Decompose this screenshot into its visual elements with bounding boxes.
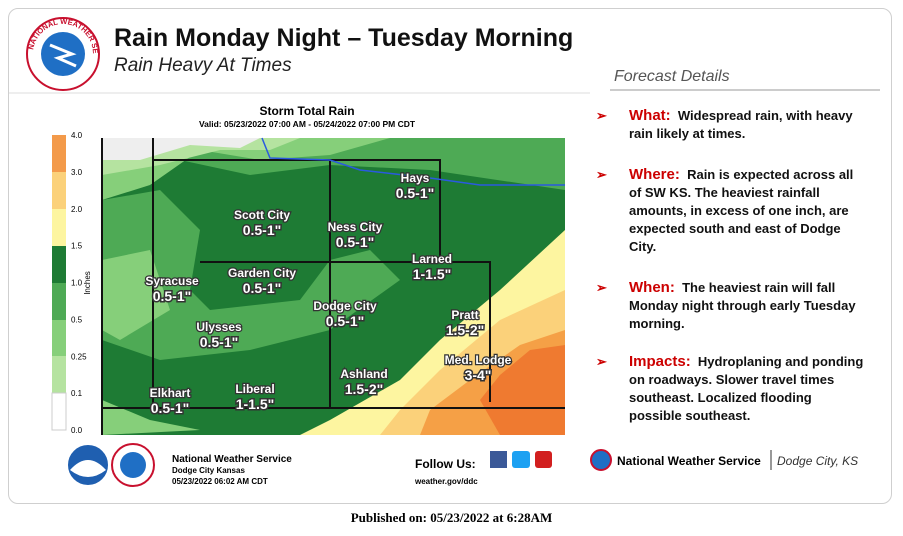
noaa-logo-wave xyxy=(70,460,106,477)
legend-swatch xyxy=(51,392,67,431)
legend-swatch xyxy=(52,283,66,320)
legend-label: Inches xyxy=(83,271,92,295)
map-title: Storm Total Rain xyxy=(259,104,354,118)
youtube-icon[interactable] xyxy=(535,451,552,468)
legend-tick-label: 1.0 xyxy=(71,279,83,288)
detail-item: ➢ Impacts: Hydroplaning and ponding on ro… xyxy=(596,353,866,425)
footer-org: National Weather Service xyxy=(172,454,292,465)
footer-office: Dodge City Kansas xyxy=(172,466,245,475)
place-name: Elkhart xyxy=(150,386,191,400)
detail-text: The heaviest rain will fall Monday night… xyxy=(629,280,856,331)
detail-item: ➢ What: Widespread rain, with heavy rain … xyxy=(596,107,866,143)
subtitle: Rain Heavy At Times xyxy=(114,55,292,76)
twitter-icon[interactable] xyxy=(512,451,530,468)
panel-office: Dodge City, KS xyxy=(777,454,858,468)
place-amount: 0.5-1" xyxy=(151,400,190,416)
place-amount: 1-1.5" xyxy=(413,266,452,282)
details-heading: Forecast Details xyxy=(614,68,730,85)
detail-label: Where: xyxy=(629,166,680,183)
place-name: Dodge City xyxy=(313,299,377,313)
follow-us: Follow Us: xyxy=(415,457,476,471)
detail-label: When: xyxy=(629,279,675,296)
nws-logo-center xyxy=(120,452,146,478)
detail-text: Rain is expected across all of SW KS. Th… xyxy=(629,167,854,254)
place-amount: 0.5-1" xyxy=(243,222,282,238)
rain-area xyxy=(102,400,200,435)
legend-swatch xyxy=(52,172,66,209)
place-name: Garden City xyxy=(228,266,296,280)
legend-tick-label: 0.0 xyxy=(71,426,83,435)
place-name: Ashland xyxy=(340,367,387,381)
place-amount: 1.5-2" xyxy=(345,381,384,397)
legend-swatch xyxy=(52,246,66,283)
card xyxy=(8,8,892,504)
place-amount: 0.5-1" xyxy=(243,280,282,296)
footer-url[interactable]: weather.gov/ddc xyxy=(414,477,478,486)
place-name: Pratt xyxy=(451,308,478,322)
place-name: Ness City xyxy=(328,220,383,234)
place-name: Med. Lodge xyxy=(445,353,512,367)
detail-item: ➢ When: The heaviest rain will fall Monda… xyxy=(596,279,866,333)
legend-tick-label: 3.0 xyxy=(71,168,83,177)
legend-tick-label: 0.1 xyxy=(71,389,83,398)
place-amount: 0.5-1" xyxy=(153,288,192,304)
legend-swatch xyxy=(52,356,66,393)
legend-tick-label: 1.5 xyxy=(71,242,83,251)
bullet-arrow: ➢ xyxy=(596,167,607,182)
legend-swatch xyxy=(52,135,66,172)
map-valid: Valid: 05/23/2022 07:00 AM - 05/24/2022 … xyxy=(199,119,416,129)
place-amount: 1-1.5" xyxy=(236,396,275,412)
logo-center xyxy=(41,32,85,76)
legend-tick-label: 0.5 xyxy=(71,315,83,324)
rain-area xyxy=(102,138,260,160)
place-amount: 3-4" xyxy=(465,367,492,383)
panel-org: National Weather Service xyxy=(617,454,761,468)
place-amount: 0.5-1" xyxy=(200,334,239,350)
legend-swatch xyxy=(52,320,66,356)
place-name: Hays xyxy=(401,171,430,185)
facebook-icon[interactable] xyxy=(490,451,507,468)
place-amount: 0.5-1" xyxy=(336,234,375,250)
bullet-arrow: ➢ xyxy=(596,354,607,369)
legend-tick-label: 0.25 xyxy=(71,352,87,361)
place-name: Larned xyxy=(412,252,452,266)
legend-swatch xyxy=(52,209,66,246)
detail-text: Hydroplaning and ponding on roadways. Sl… xyxy=(629,354,864,423)
detail-label: What: xyxy=(629,107,671,124)
place-amount: 0.5-1" xyxy=(396,185,435,201)
bullet-arrow: ➢ xyxy=(596,280,607,295)
legend-tick-label: 2.0 xyxy=(71,205,83,214)
published: Published on: 05/23/2022 at 6:28AM xyxy=(350,510,553,525)
rain-area xyxy=(480,345,565,435)
place-name: Syracuse xyxy=(145,274,199,288)
bullet-arrow: ➢ xyxy=(596,108,607,123)
place-amount: 1.5-2" xyxy=(446,322,485,338)
place-name: Liberal xyxy=(235,382,274,396)
county-lines xyxy=(101,138,565,435)
nws-logo-small xyxy=(590,449,612,471)
title: Rain Monday Night – Tuesday Morning xyxy=(114,24,574,52)
rain-area xyxy=(102,190,400,360)
detail-text: Widespread rain, with heavy rain likely … xyxy=(629,108,853,141)
place-amount: 0.5-1" xyxy=(326,313,365,329)
place-name: Ulysses xyxy=(196,320,242,334)
legend-bar xyxy=(51,135,67,431)
logo-bolt xyxy=(49,43,77,68)
legend-tick-label: 4.0 xyxy=(71,131,83,140)
detail-label: Impacts: xyxy=(629,353,691,370)
detail-item: ➢ Where: Rain is expected across all of S… xyxy=(596,166,866,256)
footer-issued: 05/23/2022 06:02 AM CDT xyxy=(172,477,268,486)
place-name: Scott City xyxy=(234,208,290,222)
river xyxy=(261,137,565,186)
